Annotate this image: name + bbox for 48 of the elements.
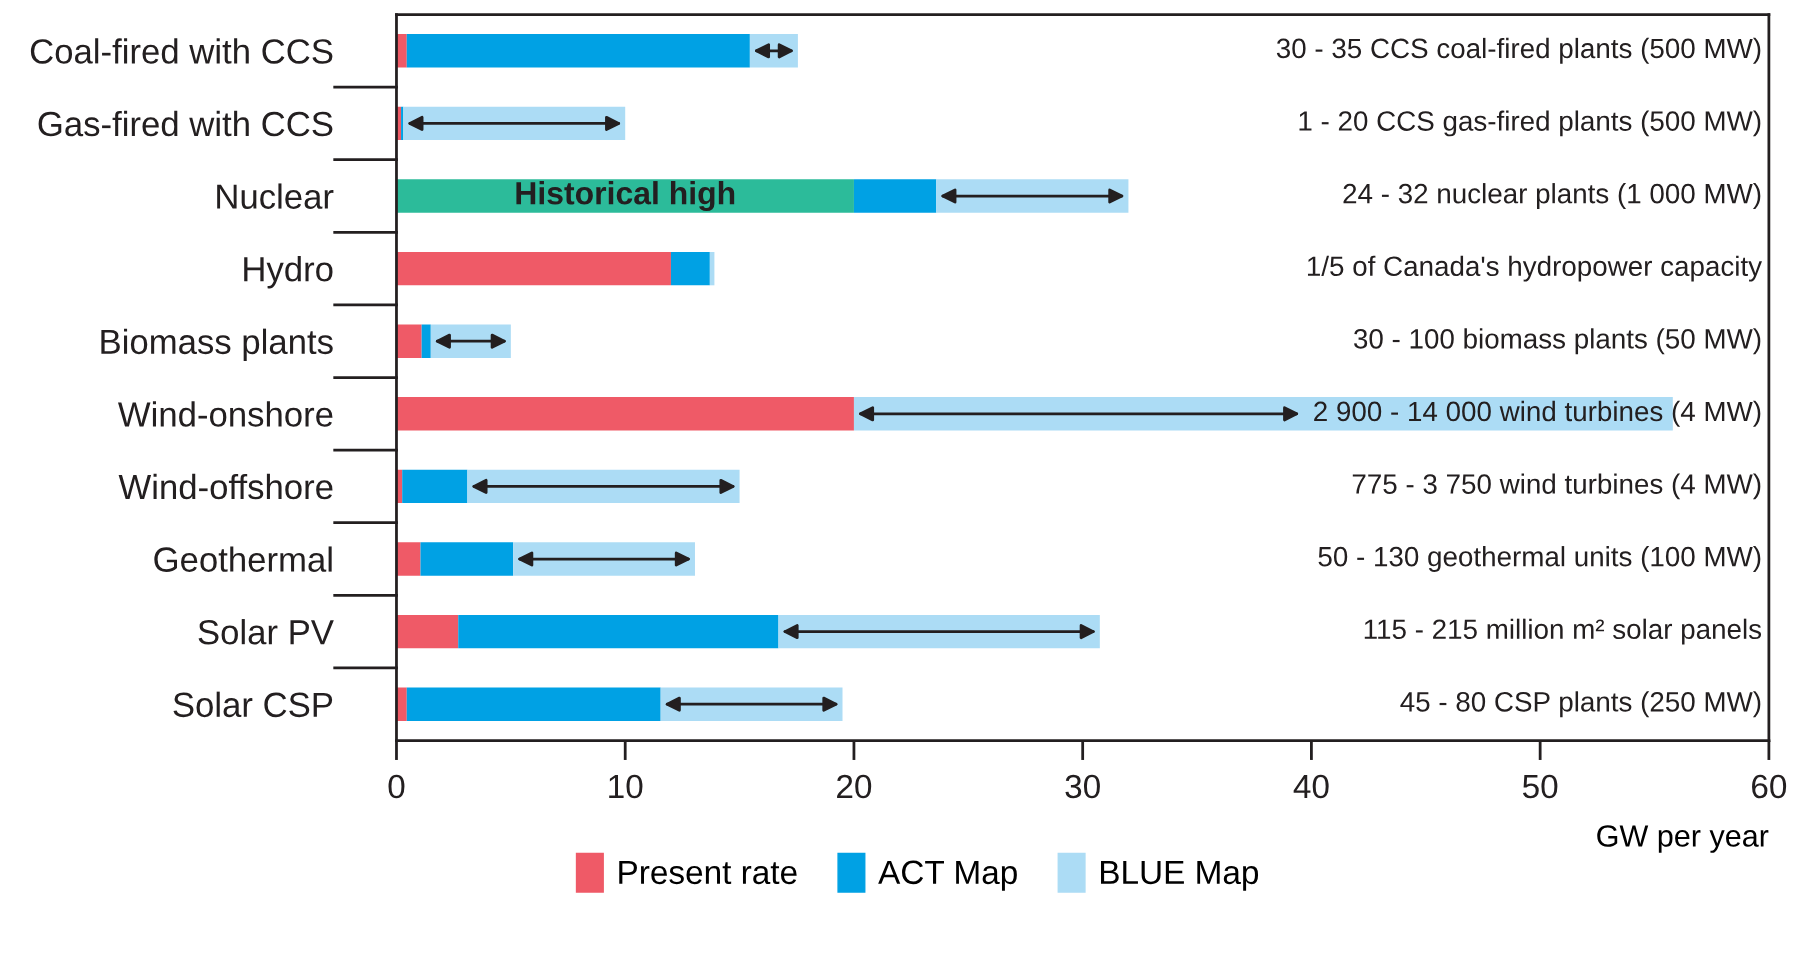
y-tick-label: Coal-fired with CCS bbox=[30, 38, 333, 64]
bar bbox=[513, 542, 695, 576]
y-tick-label: Nuclear bbox=[217, 183, 334, 209]
bar bbox=[396, 324, 422, 358]
annotation: Historical high bbox=[516, 181, 735, 211]
y-tick-label: Biomass plants bbox=[101, 328, 333, 362]
y-tick-label: Solar PV bbox=[198, 619, 334, 645]
legend-label: Present rate bbox=[619, 860, 797, 885]
annotation: 1/5 of Canada's hydropower capacity bbox=[1307, 255, 1762, 282]
x-tick-label: 30 bbox=[1065, 774, 1100, 799]
legend-label: ACT Map bbox=[878, 860, 1017, 891]
y-tick-label: Wind-onshore bbox=[117, 401, 333, 427]
bar bbox=[406, 34, 750, 68]
y-tick-label: Geothermal bbox=[154, 546, 332, 572]
x-tick-label: 60 bbox=[1752, 774, 1787, 799]
bar bbox=[853, 179, 937, 213]
annotation: 45 - 80 CSP plants (250 MW) bbox=[1400, 691, 1761, 718]
annotation: 30 - 35 CCS coal-fired plants (500 MW) bbox=[1276, 37, 1761, 64]
legend-label: BLUE Map bbox=[1101, 860, 1259, 891]
bar bbox=[936, 179, 1129, 213]
annotation: 50 - 130 geothermal units (100 MW) bbox=[1318, 546, 1761, 572]
x-tick-label: 20 bbox=[837, 774, 872, 799]
bar bbox=[406, 687, 661, 721]
annotation: 1 - 20 CCS gas-fired plants (500 MW) bbox=[1299, 110, 1761, 137]
bar bbox=[670, 251, 710, 286]
x-axis-title: GW per year bbox=[1597, 825, 1769, 853]
annotation: 30 - 100 biomass plants (50 MW) bbox=[1354, 328, 1761, 355]
annotation: 115 - 215 million m² solar panels bbox=[1364, 618, 1762, 645]
bar bbox=[396, 614, 459, 649]
x-tick-label: 50 bbox=[1522, 774, 1558, 799]
x-tick-label: 40 bbox=[1293, 774, 1329, 799]
y-tick-label: Gas-fired with CCS bbox=[38, 110, 333, 137]
y-tick-label: Solar CSP bbox=[173, 691, 333, 718]
bar bbox=[458, 614, 779, 649]
bar bbox=[402, 469, 468, 504]
bar bbox=[396, 542, 421, 576]
x-tick-label: 10 bbox=[609, 774, 643, 799]
bar bbox=[396, 251, 671, 286]
annotation: 2 900 - 14 000 wind turbines (4 MW) bbox=[1314, 400, 1761, 427]
bar bbox=[396, 397, 854, 431]
y-tick-label: Hydro bbox=[244, 256, 333, 289]
annotation: 775 - 3 750 wind turbines (4 MW) bbox=[1352, 473, 1761, 500]
bar bbox=[421, 324, 431, 358]
y-tick-label: Wind-offshore bbox=[118, 473, 333, 500]
x-tick-label: 0 bbox=[388, 774, 405, 799]
bar bbox=[853, 397, 1673, 431]
annotation: 24 - 32 nuclear plants (1 000 MW) bbox=[1343, 183, 1761, 209]
bar bbox=[420, 542, 514, 576]
